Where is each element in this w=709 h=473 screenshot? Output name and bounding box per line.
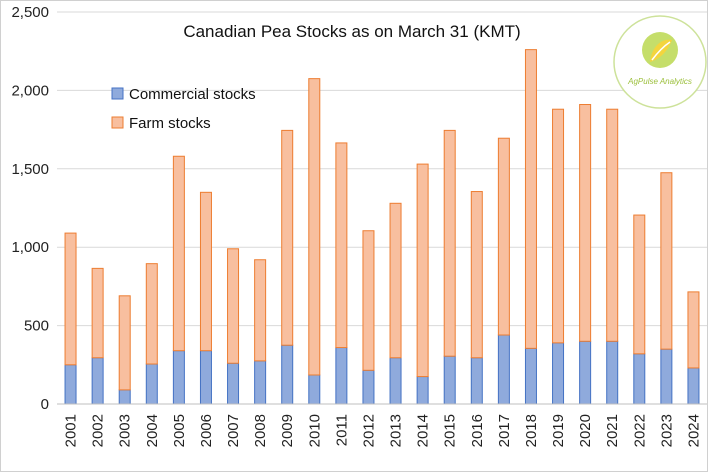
gridlines <box>57 11 707 327</box>
y-tick-label: 0 <box>41 396 49 413</box>
x-tick-label: 2003 <box>117 414 134 447</box>
bar-commercial-stocks <box>199 350 212 405</box>
x-tick-label: 2008 <box>252 414 269 447</box>
x-tick-label: 2021 <box>604 414 621 447</box>
y-tick-label: 500 <box>24 318 49 335</box>
bar-commercial-stocks <box>308 374 321 405</box>
bars <box>64 49 700 405</box>
x-tick-label: 2004 <box>144 414 161 447</box>
bar-farm-stocks <box>687 291 700 369</box>
bar-commercial-stocks <box>470 357 483 405</box>
bar-commercial-stocks <box>579 340 592 405</box>
bar-commercial-stocks <box>362 369 375 405</box>
legend: Commercial stocks Farm stocks <box>111 86 256 132</box>
bar-farm-stocks <box>416 163 429 378</box>
bar-farm-stocks <box>633 214 646 355</box>
x-tick-label: 2009 <box>279 414 296 447</box>
bar-commercial-stocks <box>91 357 104 405</box>
bar-farm-stocks <box>172 155 185 352</box>
bar-farm-stocks <box>91 267 104 359</box>
legend-swatch-farm <box>111 116 124 129</box>
bar-commercial-stocks <box>416 376 429 405</box>
x-tick-label: 2010 <box>306 414 323 447</box>
axes: 0 500 1,000 1,500 2,000 2,500 2001 2002 2003 2004… <box>11 4 707 447</box>
bar-commercial-stocks <box>552 342 565 405</box>
bar-farm-stocks <box>524 49 537 349</box>
bar-commercial-stocks <box>335 347 348 405</box>
bar-commercial-stocks <box>389 357 402 405</box>
bar-farm-stocks <box>362 230 375 371</box>
bar-farm-stocks <box>118 295 131 391</box>
x-tick-label: 2015 <box>442 414 459 447</box>
x-tick-label: 2012 <box>360 414 377 447</box>
bar-commercial-stocks <box>145 363 158 405</box>
bar-farm-stocks <box>227 248 240 364</box>
x-tick-label: 2016 <box>469 414 486 447</box>
x-tick-label: 2011 <box>333 414 350 446</box>
y-tick-label: 1,000 <box>11 239 49 256</box>
bar-commercial-stocks <box>443 355 456 405</box>
x-tick-label: 2022 <box>631 414 648 447</box>
bar-farm-stocks <box>497 137 510 336</box>
legend-swatch-commercial <box>111 87 124 100</box>
bar-commercial-stocks <box>606 340 619 405</box>
bar-farm-stocks <box>281 129 294 346</box>
x-tick-label: 2020 <box>577 414 594 447</box>
chart-title: Canadian Pea Stocks as on March 31 (KMT) <box>183 22 520 41</box>
x-tick-label: 2005 <box>171 414 188 447</box>
bar-commercial-stocks <box>524 347 537 405</box>
bar-commercial-stocks <box>660 348 673 405</box>
y-tick-label: 2,500 <box>11 4 49 21</box>
legend-label-farm: Farm stocks <box>129 115 211 132</box>
bar-commercial-stocks <box>281 344 294 405</box>
x-tick-label: 2017 <box>496 414 513 447</box>
y-tick-label: 1,500 <box>11 161 49 178</box>
x-tick-label: 2019 <box>550 414 567 447</box>
bar-farm-stocks <box>335 142 348 349</box>
x-tick-label: 2018 <box>523 414 540 447</box>
bar-farm-stocks <box>579 104 592 342</box>
x-tick-label: 2006 <box>198 414 215 447</box>
x-tick-label: 2013 <box>388 414 405 447</box>
legend-label-commercial: Commercial stocks <box>129 86 256 103</box>
bar-farm-stocks <box>308 78 321 376</box>
bar-commercial-stocks <box>172 350 185 405</box>
x-tick-label: 2024 <box>685 414 702 447</box>
agpulse-logo: AgPulse Analytics <box>613 15 707 109</box>
x-tick-label: 2014 <box>415 414 432 447</box>
bar-commercial-stocks <box>497 334 510 405</box>
bar-commercial-stocks <box>254 360 267 405</box>
x-tick-label: 2001 <box>63 414 80 447</box>
bar-farm-stocks <box>606 108 619 342</box>
x-tick-label: 2007 <box>225 414 242 447</box>
bar-commercial-stocks <box>64 364 77 405</box>
bar-farm-stocks <box>389 202 402 359</box>
logo-text: AgPulse Analytics <box>627 77 692 86</box>
bar-commercial-stocks <box>633 353 646 405</box>
bar-commercial-stocks <box>227 362 240 405</box>
x-tick-label: 2002 <box>90 414 107 447</box>
bar-farm-stocks <box>470 191 483 359</box>
bar-farm-stocks <box>145 263 158 365</box>
bar-farm-stocks <box>660 172 673 350</box>
bar-farm-stocks <box>254 259 267 362</box>
bar-commercial-stocks <box>118 389 131 405</box>
bar-farm-stocks <box>443 129 456 357</box>
x-tick-label: 2023 <box>658 414 675 447</box>
bar-farm-stocks <box>64 232 77 366</box>
bar-farm-stocks <box>199 191 212 352</box>
bar-farm-stocks <box>552 108 565 344</box>
y-tick-label: 2,000 <box>11 82 49 99</box>
bar-commercial-stocks <box>687 367 700 405</box>
